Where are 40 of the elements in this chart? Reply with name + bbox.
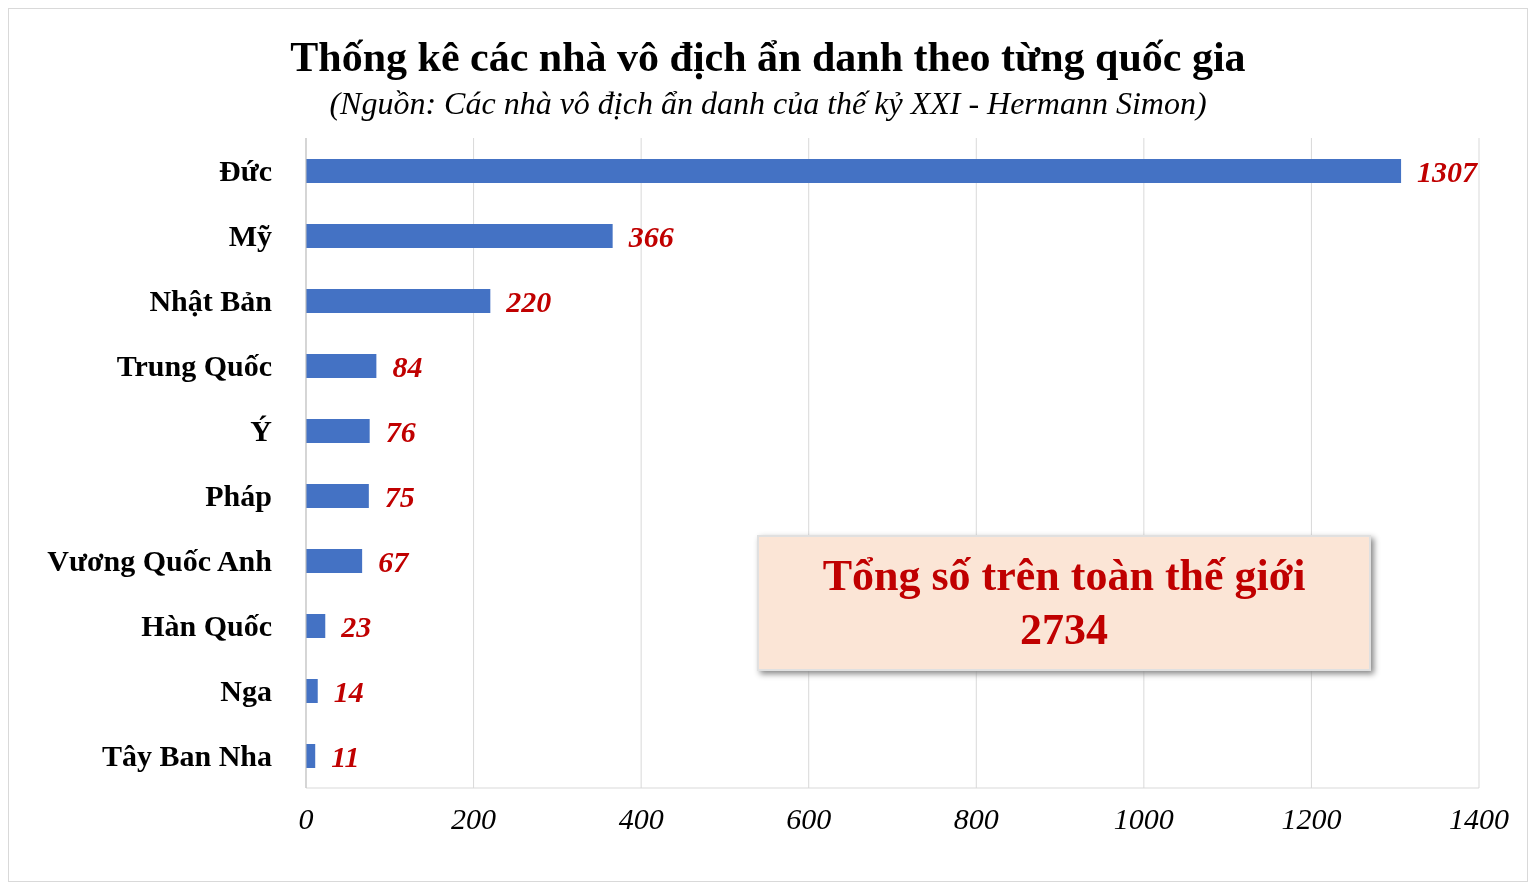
- y-tick-label: Tây Ban Nha: [101, 739, 272, 773]
- x-tick-label: 600: [786, 802, 832, 836]
- data-label: 220: [505, 284, 552, 318]
- x-tick-label: 1400: [1449, 802, 1509, 836]
- x-tick-label: 0: [298, 802, 314, 836]
- chart-subtitle: (Nguồn: Các nhà vô địch ẩn danh của thế kỷ XXI - Hermann Simon): [328, 84, 1208, 123]
- bar: [306, 224, 613, 248]
- chart-title: Thống kê các nhà vô địch ẩn danh theo từng quốc gia: [289, 33, 1247, 82]
- data-label: 14: [333, 674, 364, 708]
- bar: [306, 289, 491, 313]
- y-tick-label: Vương Quốc Anh: [47, 544, 273, 578]
- bar: [306, 549, 363, 573]
- data-label: 76: [385, 414, 416, 448]
- bar: [306, 354, 377, 378]
- x-tick-label: 200: [451, 802, 497, 836]
- y-tick-label: Hàn Quốc: [141, 609, 272, 643]
- data-label: 366: [627, 219, 674, 253]
- x-tick-label: 800: [953, 802, 999, 836]
- data-label: 67: [378, 544, 410, 578]
- data-label: 84: [392, 349, 423, 383]
- bar: [306, 419, 370, 443]
- bar: [306, 159, 1402, 183]
- x-tick-label: 1200: [1281, 802, 1342, 836]
- data-label: 1307: [1417, 154, 1479, 188]
- data-label: 75: [384, 479, 415, 513]
- bar: [306, 679, 318, 703]
- annotation: Tổng số trên toàn thế giới 2734: [757, 535, 1371, 671]
- y-tick-label: Nhật Bản: [149, 284, 273, 318]
- x-tick-label: 1000: [1113, 802, 1174, 836]
- y-tick-label: Ý: [250, 414, 273, 448]
- bar: [306, 614, 326, 638]
- data-label: 11: [331, 739, 360, 773]
- y-tick-label: Đức: [219, 154, 272, 188]
- y-tick-label: Mỹ: [228, 219, 272, 253]
- bar: [306, 484, 369, 508]
- y-tick-label: Nga: [220, 674, 272, 708]
- data-label: 23: [340, 609, 372, 643]
- y-tick-label: Trung Quốc: [116, 349, 272, 383]
- y-tick-label: Pháp: [205, 479, 272, 513]
- x-tick-label: 400: [618, 802, 664, 836]
